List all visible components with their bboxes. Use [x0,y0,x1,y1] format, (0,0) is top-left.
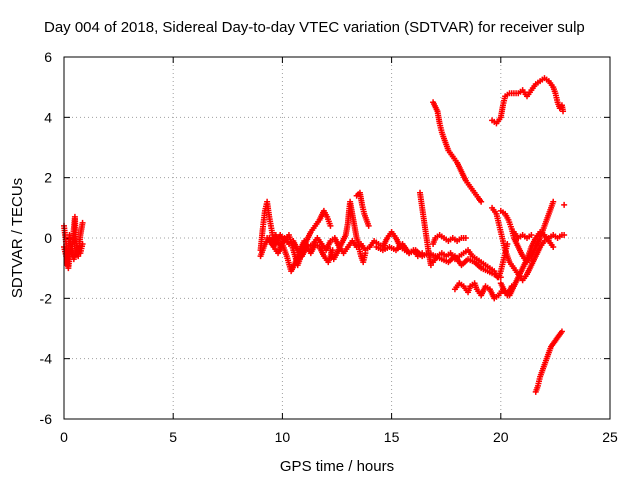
data-point [362,250,369,257]
y-tick-label: -6 [40,411,53,427]
x-tick-labels: 0 5 10 15 20 25 [60,429,618,445]
data-point [528,231,535,238]
y-tick-label: 0 [44,230,52,246]
x-tick-label: 15 [384,429,400,445]
y-tick-label: 4 [44,109,52,125]
data-point [558,328,565,335]
data-point [550,198,557,205]
data-points [61,75,568,395]
y-tick-labels: -6 -4 -2 0 2 4 6 [40,49,53,427]
y-axis-label: SDTVAR / TECUs [9,178,26,298]
data-point [561,201,568,208]
data-point [79,241,86,248]
data-point [327,222,334,229]
plot-frame [63,56,611,420]
data-point [365,222,372,229]
data-point [478,198,485,205]
y-tick-label: -2 [40,290,53,306]
data-point [462,235,469,241]
x-tick-label: 20 [493,429,509,445]
chart-title: Day 004 of 2018, Sidereal Day-to-day VTE… [44,19,585,36]
data-point [550,244,557,251]
data-point [561,231,568,238]
y-tick-label: 6 [44,49,52,65]
data-point [79,219,86,226]
data-point [560,108,567,115]
y-tick-label: 2 [44,170,52,186]
data-point [497,274,504,281]
x-axis-label: GPS time / hours [280,458,394,475]
x-tick-label: 0 [60,429,68,445]
data-point [504,241,511,248]
x-tick-label: 25 [602,429,618,445]
x-tick-label: 5 [169,429,177,445]
data-point [427,262,434,269]
y-tick-label: -4 [40,351,53,367]
x-tick-label: 10 [275,429,291,445]
